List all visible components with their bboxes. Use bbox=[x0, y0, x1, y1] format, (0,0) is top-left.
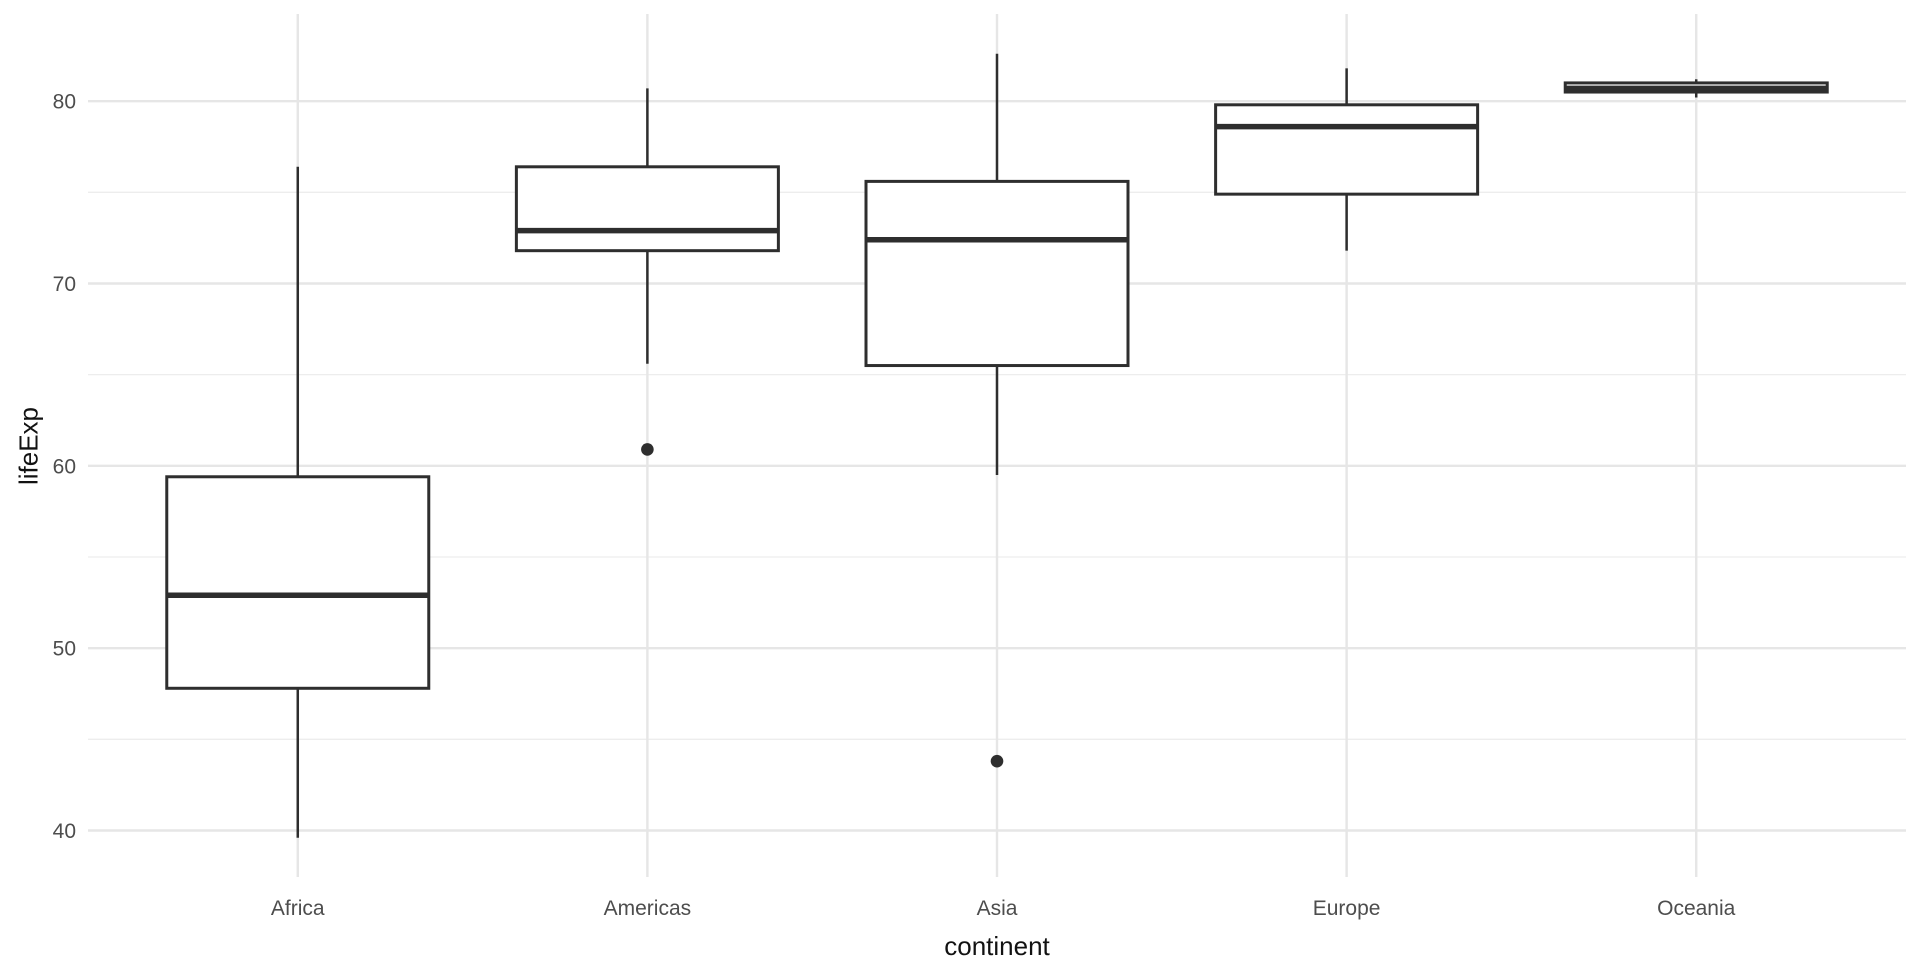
y-tick-label-50: 50 bbox=[53, 638, 76, 661]
x-tick-label-oceania: Oceania bbox=[1657, 897, 1736, 920]
x-tick-label-europe: Europe bbox=[1313, 897, 1381, 920]
y-axis-title: lifeExp bbox=[13, 406, 44, 486]
box-americas bbox=[514, 165, 780, 253]
box-europe bbox=[1214, 103, 1480, 196]
x-tick-label-asia: Asia bbox=[977, 897, 1018, 920]
x-tick-label-americas: Americas bbox=[604, 897, 692, 920]
y-tick-label-80: 80 bbox=[53, 91, 76, 114]
outlier-americas-0 bbox=[641, 443, 654, 456]
y-tick-label-40: 40 bbox=[53, 820, 76, 843]
x-tick-label-africa: Africa bbox=[271, 897, 325, 920]
y-tick-label-60: 60 bbox=[53, 455, 76, 478]
box-africa bbox=[165, 475, 431, 690]
box-asia bbox=[864, 179, 1130, 368]
y-tick-label-70: 70 bbox=[53, 273, 76, 296]
outlier-asia-0 bbox=[990, 754, 1004, 768]
x-axis-title: continent bbox=[944, 931, 1050, 960]
